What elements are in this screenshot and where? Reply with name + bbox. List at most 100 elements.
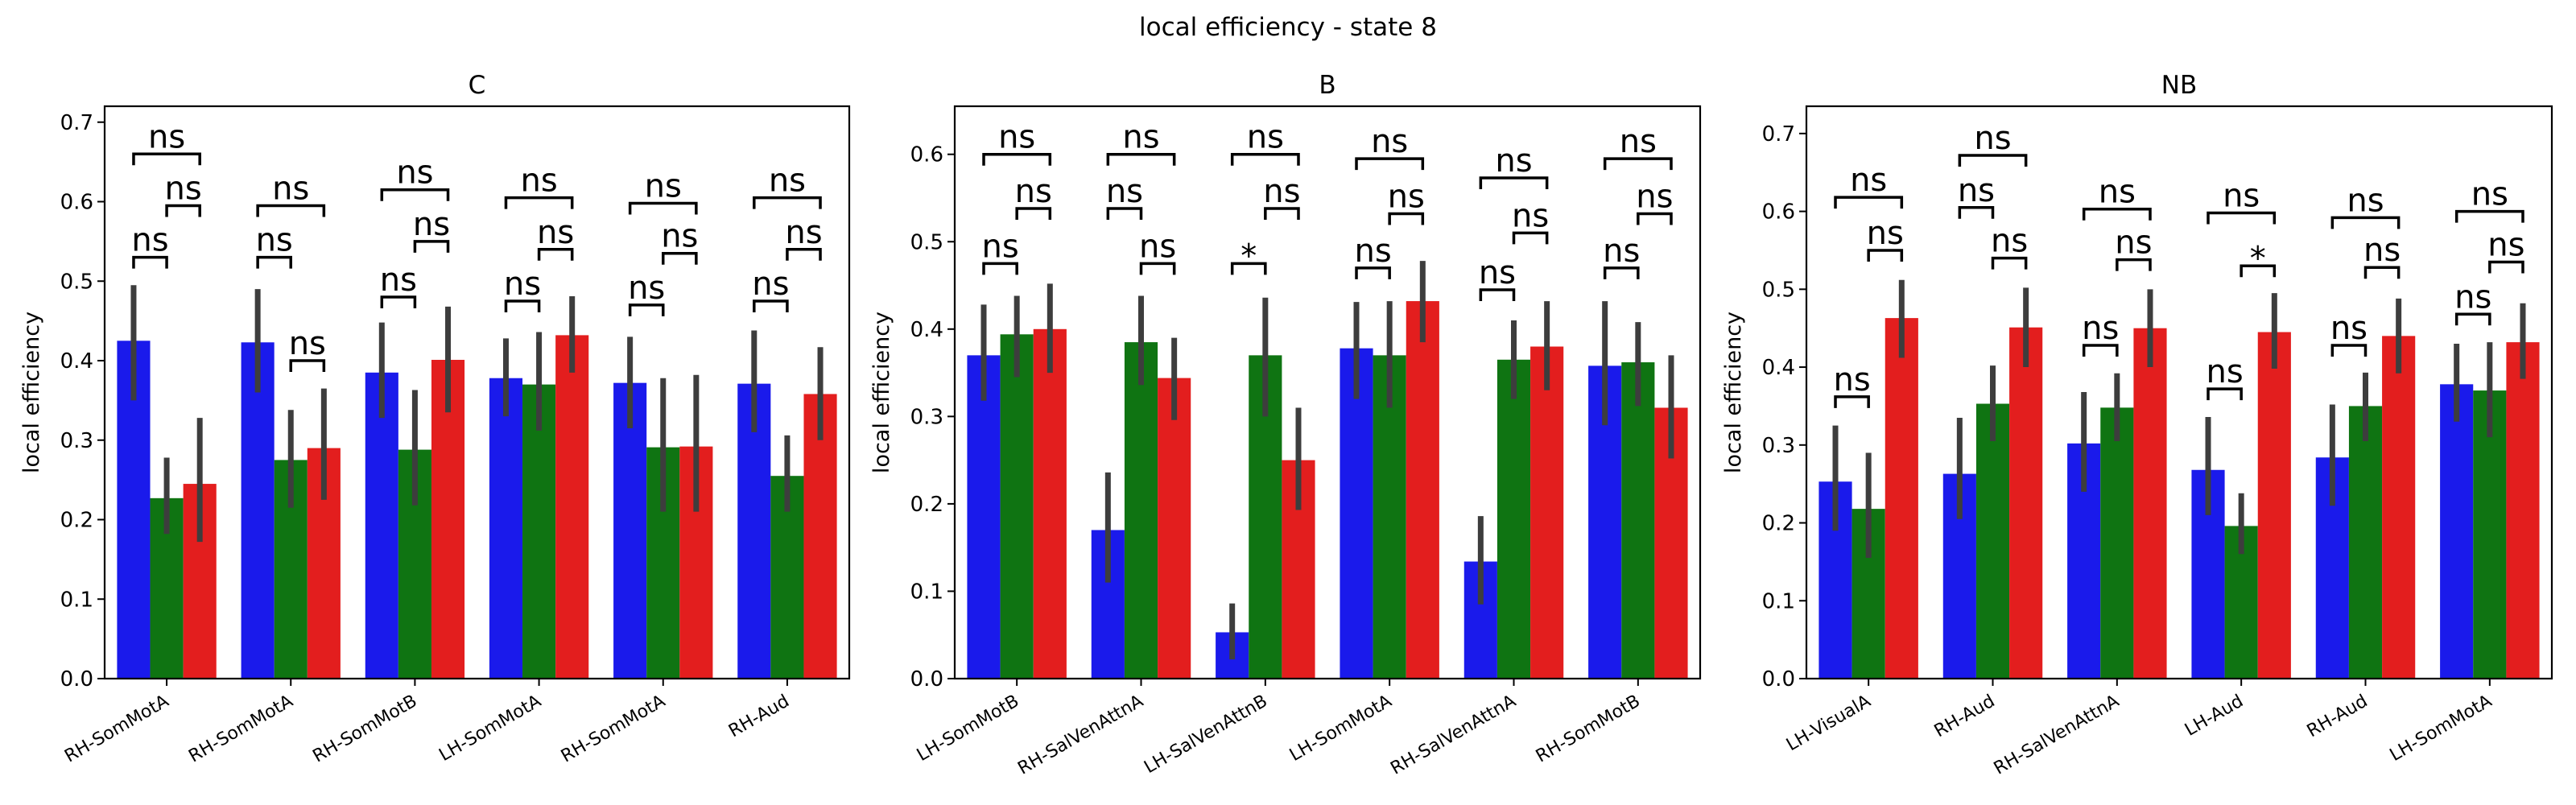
significance-label: ns (1263, 173, 1300, 210)
significance-label: ns (661, 218, 698, 255)
significance-bracket (2488, 260, 2524, 274)
significance-label: ns (998, 119, 1035, 156)
significance-label: ns (645, 167, 682, 204)
significance-label: ns (520, 163, 557, 200)
bar (2473, 390, 2507, 679)
significance-label: ns (272, 170, 309, 207)
significance-label: * (2250, 240, 2266, 277)
significance-label: ns (2330, 310, 2368, 347)
x-tick-label: RH-SalVenAttnA (1014, 691, 1146, 779)
significance-label: ns (1636, 179, 1673, 216)
significance-bracket (1479, 288, 1516, 301)
bar (1340, 348, 1373, 679)
x-tick-label: RH-Aud (725, 691, 793, 742)
significance-label: ns (504, 266, 541, 303)
significance-bracket (982, 152, 1052, 166)
bar (1885, 318, 1918, 679)
significance-bracket (1958, 154, 2028, 167)
y-axis-label: local efficiency (19, 312, 44, 473)
significance-label: ns (148, 118, 185, 155)
y-tick-label: 0.2 (1762, 512, 1795, 536)
bar (2009, 327, 2043, 679)
significance-label: ns (289, 325, 326, 362)
y-tick-label: 0.0 (60, 667, 93, 691)
significance-label: ns (165, 170, 202, 207)
significance-bracket (1512, 231, 1549, 245)
significance-label: ns (2487, 226, 2524, 263)
x-tick-label: RH-SomMotA (185, 691, 296, 767)
significance-bracket (1479, 176, 1549, 190)
significance-bracket (1106, 152, 1176, 166)
y-tick-label: 0.3 (60, 429, 93, 453)
significance-label: ns (413, 206, 450, 243)
y-tick-label: 0.3 (1762, 434, 1795, 458)
y-tick-label: 0.0 (910, 667, 943, 691)
bar (431, 360, 465, 679)
significance-label: ns (1495, 142, 1532, 180)
significance-label: ns (1354, 233, 1391, 270)
significance-bracket (1230, 152, 1300, 166)
significance-bracket (537, 248, 574, 261)
axes-frame (1805, 105, 2553, 680)
y-tick-label: 0.7 (1762, 122, 1795, 147)
panel-C: 0.00.10.20.30.40.50.60.7RH-SomMotA RH-Som… (19, 71, 851, 767)
significance-bracket (1355, 266, 1391, 279)
significance-bracket (2082, 344, 2119, 357)
significance-bracket (1355, 157, 1425, 171)
significance-bracket (2082, 207, 2152, 221)
y-tick-label: 0.5 (1762, 278, 1795, 302)
bar (2506, 342, 2540, 679)
bar (241, 342, 275, 679)
significance-label: ns (1958, 172, 1995, 209)
significance-label: ns (1867, 215, 1904, 252)
significance-label: ns (1388, 179, 1425, 216)
significance-label: ns (1850, 162, 1887, 199)
significance-label: ns (1106, 173, 1143, 210)
bar (2440, 384, 2474, 679)
y-tick-label: 0.0 (1762, 667, 1795, 691)
x-tick-label: RH-SomMotA (558, 691, 669, 767)
bar (1530, 346, 1564, 679)
significance-label: ns (256, 222, 293, 259)
significance-bracket (1015, 207, 1052, 221)
significance-bracket (380, 188, 450, 201)
x-tick-label: LH-SomMotA (436, 691, 544, 766)
significance-label: ns (2363, 232, 2401, 269)
significance-bracket (1106, 207, 1143, 221)
significance-bracket (1637, 212, 1673, 225)
significance-bracket (2454, 209, 2524, 223)
significance-bracket (662, 251, 698, 265)
significance-label: ns (2471, 176, 2508, 213)
significance-label: ns (1122, 119, 1159, 156)
significance-label: ns (1974, 120, 2011, 157)
bar (522, 384, 556, 679)
bar (737, 383, 771, 679)
significance-bracket (753, 196, 822, 209)
significance-bracket (982, 262, 1018, 275)
significance-label: ns (628, 270, 665, 307)
bar (2133, 328, 2167, 679)
bar (1373, 355, 1406, 679)
axes-frame (953, 105, 1702, 680)
significance-bracket (2116, 258, 2152, 271)
y-tick-label: 0.7 (60, 111, 93, 135)
significance-bracket (256, 204, 326, 217)
significance-bracket (256, 255, 292, 269)
x-tick-label: RH-Aud (1931, 691, 1999, 742)
x-tick-label: RH-SalVenAttnA (1387, 691, 1519, 779)
x-tick-label: RH-SomMotA (61, 691, 172, 767)
significance-label: ns (2454, 279, 2491, 316)
significance-bracket (165, 204, 201, 217)
significance-label: ns (1479, 254, 1516, 291)
bar (803, 394, 837, 679)
significance-label: ns (396, 155, 433, 192)
panel-title: B (1319, 71, 1335, 100)
y-tick-label: 0.2 (60, 509, 93, 533)
significance-bracket (786, 248, 822, 261)
significance-label: ns (769, 163, 806, 200)
significance-label: ns (2115, 225, 2152, 262)
x-tick-label: LH-SalVenAttnB (1141, 691, 1271, 778)
y-tick-label: 0.6 (60, 191, 93, 215)
bar (967, 355, 1001, 679)
